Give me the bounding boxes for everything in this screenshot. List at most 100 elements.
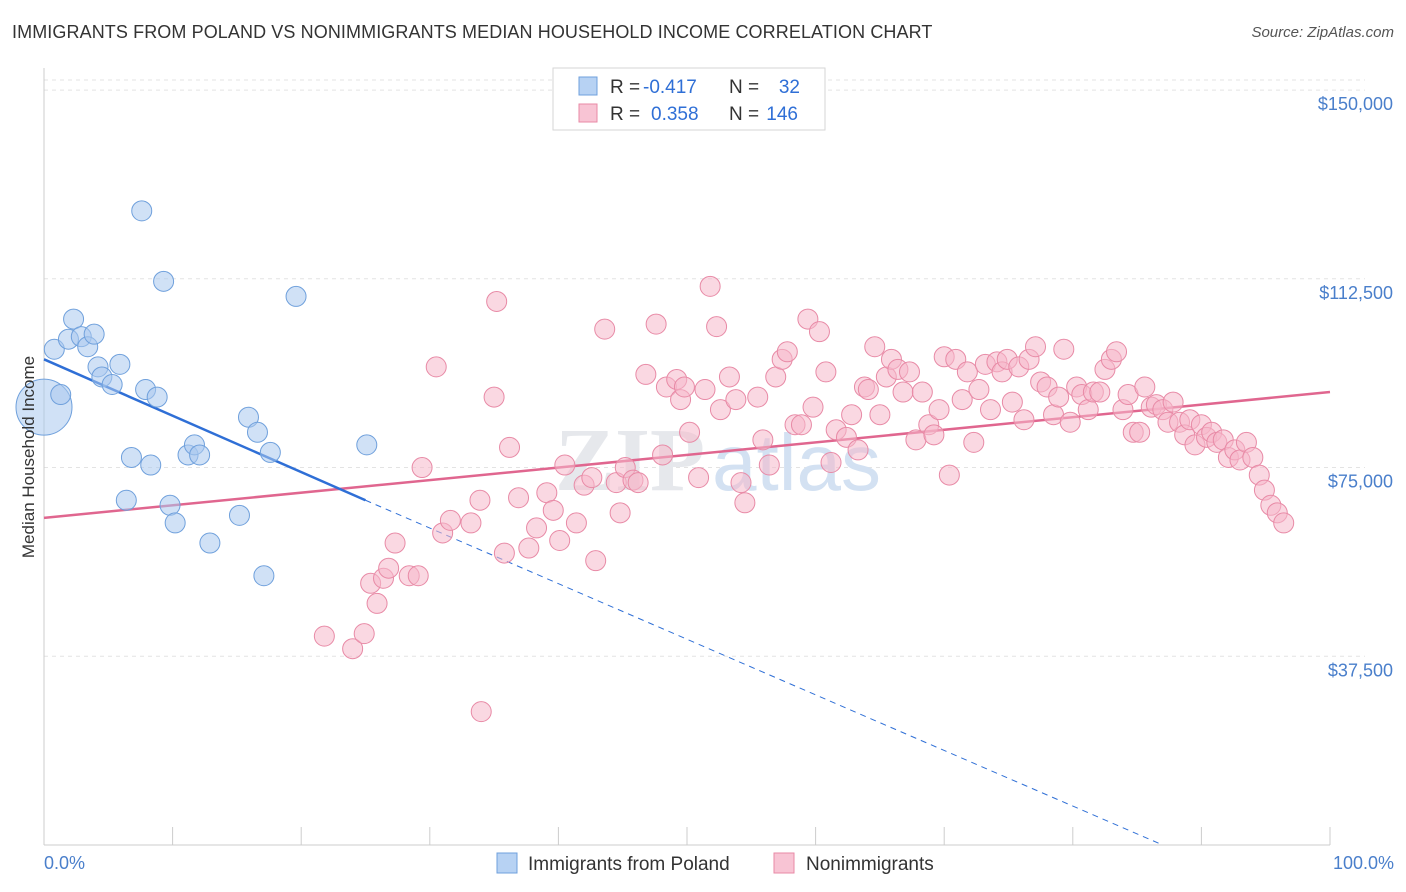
- point-nonimmigrant: [425, 356, 447, 378]
- point-nonimmigrant: [752, 429, 774, 451]
- grid-lines: [44, 79, 1365, 657]
- point-nonimmigrant: [469, 489, 491, 511]
- point-poland: [63, 308, 85, 330]
- point-poland: [246, 421, 268, 443]
- legend-label-poland: Immigrants from Poland: [528, 854, 730, 875]
- point-nonimmigrant: [1013, 409, 1035, 431]
- point-nonimmigrant: [790, 414, 812, 436]
- point-poland: [120, 446, 142, 468]
- stats-r-value-1: -0.417: [643, 77, 697, 98]
- point-nonimmigrant: [585, 550, 607, 572]
- point-nonimmigrant: [565, 512, 587, 534]
- point-nonimmigrant: [706, 316, 728, 338]
- point-poland: [140, 454, 162, 476]
- point-nonimmigrant: [652, 444, 674, 466]
- point-poland: [109, 353, 131, 375]
- point-nonimmigrant: [1129, 421, 1151, 443]
- point-nonimmigrant: [892, 381, 914, 403]
- point-nonimmigrant: [439, 509, 461, 531]
- point-poland: [253, 565, 275, 587]
- point-nonimmigrant: [979, 399, 1001, 421]
- point-nonimmigrant: [384, 532, 406, 554]
- stats-swatch-pink: [578, 103, 598, 123]
- point-nonimmigrant: [673, 376, 695, 398]
- point-poland: [159, 494, 181, 516]
- point-nonimmigrant: [366, 592, 388, 614]
- stats-n-label-2: N =: [729, 104, 759, 125]
- y-axis-label: Median Household Income: [19, 356, 38, 558]
- y-tick-label: $112,500: [1319, 283, 1393, 303]
- point-nonimmigrant: [645, 313, 667, 335]
- point-nonimmigrant: [518, 537, 540, 559]
- point-nonimmigrant: [627, 472, 649, 494]
- point-nonimmigrant: [815, 361, 837, 383]
- point-poland: [199, 532, 221, 554]
- point-poland: [50, 384, 72, 406]
- point-nonimmigrant: [1001, 391, 1023, 413]
- point-nonimmigrant: [694, 379, 716, 401]
- stats-box: R = -0.417 N = 32 R = 0.358 N = 146: [552, 67, 826, 131]
- point-poland: [228, 504, 250, 526]
- point-nonimmigrant: [802, 396, 824, 418]
- source-label: Source: ZipAtlas.com: [1251, 24, 1394, 41]
- y-tick-label: $150,000: [1318, 94, 1393, 114]
- point-nonimmigrant: [747, 386, 769, 408]
- point-nonimmigrant: [688, 467, 710, 489]
- point-nonimmigrant: [1242, 446, 1264, 468]
- point-nonimmigrant: [730, 472, 752, 494]
- point-nonimmigrant: [1162, 391, 1184, 413]
- point-nonimmigrant: [911, 381, 933, 403]
- point-nonimmigrant: [581, 467, 603, 489]
- stats-swatch-blue: [578, 76, 598, 96]
- point-poland: [101, 373, 123, 395]
- point-poland: [164, 512, 186, 534]
- point-nonimmigrant: [483, 386, 505, 408]
- point-nonimmigrant: [342, 638, 364, 660]
- point-nonimmigrant: [1106, 341, 1128, 363]
- point-poland: [285, 285, 307, 307]
- legend-swatch-nonimmigrants: [773, 852, 795, 874]
- point-nonimmigrant: [679, 421, 701, 443]
- point-nonimmigrant: [549, 530, 571, 552]
- point-poland: [83, 323, 105, 345]
- point-nonimmigrant: [499, 436, 521, 458]
- point-nonimmigrant: [923, 424, 945, 446]
- point-poland: [153, 270, 175, 292]
- point-nonimmigrant: [1089, 381, 1111, 403]
- point-nonimmigrant: [470, 701, 492, 723]
- stats-r-label-2: R =: [610, 104, 640, 125]
- point-nonimmigrant: [869, 404, 891, 426]
- point-nonimmigrant: [1025, 336, 1047, 358]
- point-nonimmigrant: [486, 290, 508, 312]
- point-nonimmigrant: [1273, 512, 1295, 534]
- point-nonimmigrant: [542, 499, 564, 521]
- point-nonimmigrant: [820, 452, 842, 473]
- y-tick-label: $37,500: [1328, 660, 1393, 680]
- point-nonimmigrant: [536, 482, 558, 504]
- point-poland: [356, 434, 378, 456]
- point-nonimmigrant: [1053, 338, 1075, 360]
- point-poland: [189, 444, 211, 466]
- point-nonimmigrant: [411, 457, 433, 479]
- point-nonimmigrant: [864, 336, 886, 358]
- point-nonimmigrant: [718, 366, 740, 388]
- y-tick-label: $75,000: [1328, 472, 1393, 492]
- stats-n-value-2: 146: [766, 104, 798, 125]
- point-nonimmigrant: [776, 341, 798, 363]
- y-tick-labels: $37,500 $75,000 $112,500 $150,000: [1318, 94, 1393, 680]
- point-nonimmigrant: [554, 454, 576, 476]
- point-nonimmigrant: [898, 361, 920, 383]
- point-poland: [259, 441, 281, 463]
- point-nonimmigrant: [857, 379, 879, 401]
- trend-line-poland-extension: [365, 499, 1164, 846]
- point-nonimmigrant: [808, 321, 830, 343]
- point-nonimmigrant: [635, 363, 657, 385]
- point-nonimmigrant: [963, 431, 985, 453]
- point-nonimmigrant: [1077, 399, 1099, 421]
- point-nonimmigrant: [847, 439, 869, 461]
- point-poland: [131, 200, 153, 222]
- legend: Immigrants from Poland Nonimmigrants: [496, 852, 934, 875]
- point-poland: [115, 489, 137, 511]
- point-nonimmigrant: [460, 512, 482, 534]
